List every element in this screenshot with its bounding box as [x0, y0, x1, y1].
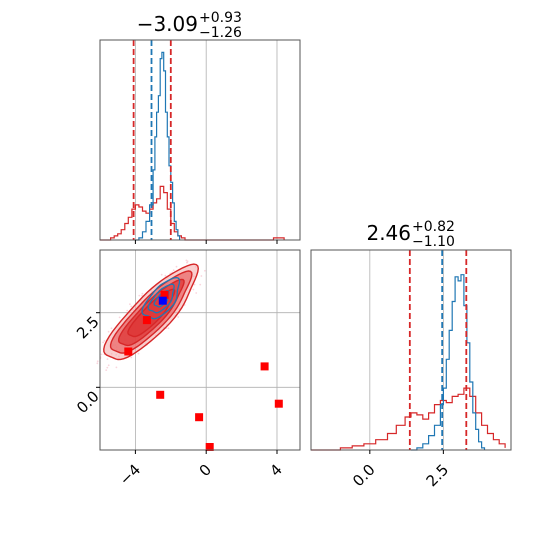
sample-dot	[110, 327, 113, 330]
y-tick-label: 2.5	[73, 313, 103, 343]
sample-dot	[204, 269, 206, 272]
title-param1-median: −3.09	[137, 12, 198, 36]
sample-dot	[200, 275, 203, 277]
red-marker	[160, 290, 169, 299]
sample-dot	[185, 259, 188, 262]
hist-panel-param2: 0.0 2.5	[310, 249, 512, 491]
blue-contour	[141, 276, 181, 320]
sample-dot	[130, 305, 133, 308]
sample-dot	[96, 362, 99, 365]
sample-dot	[141, 294, 143, 297]
hist-panel-param1	[99, 39, 301, 244]
red-marker	[156, 390, 165, 399]
sample-dot	[137, 352, 140, 355]
sample-dot	[105, 369, 108, 371]
sample-dot	[186, 261, 188, 264]
sample-dot	[126, 309, 129, 312]
sample-dot	[175, 265, 178, 268]
x-tick-label: 4	[266, 461, 285, 480]
sample-dot	[115, 366, 118, 369]
sample-dot	[172, 269, 175, 272]
y-tick-label: 0.0	[73, 387, 103, 417]
title-param2-median: 2.46	[366, 221, 411, 245]
title-param1-minus: −1.26	[199, 25, 242, 41]
axes-frame	[99, 249, 301, 451]
sample-dot	[167, 327, 170, 330]
red-marker	[205, 443, 214, 451]
sample-dot	[102, 341, 104, 344]
red-marker	[142, 316, 151, 325]
red-histogram	[311, 387, 506, 451]
title-param2: 2.46	[366, 221, 411, 245]
sample-dot	[195, 292, 198, 294]
sample-dot	[192, 288, 195, 291]
sample-dot	[186, 261, 189, 264]
blue-contour	[147, 283, 175, 314]
red-marker	[260, 362, 269, 371]
title-param1: −3.09	[137, 12, 198, 36]
axes-frame	[310, 249, 512, 451]
red-marker	[124, 347, 133, 356]
sample-dot	[106, 366, 109, 369]
axes-frame	[99, 39, 301, 241]
x-tick-label: 0.0	[349, 461, 379, 491]
blue-histogram	[135, 51, 181, 241]
blue-histogram	[411, 274, 486, 451]
sample-dot	[96, 360, 99, 363]
sample-dot	[107, 330, 110, 333]
title-param1-plus: +0.93	[199, 10, 242, 26]
x-tick-label: 0	[196, 461, 215, 480]
sample-dot	[186, 260, 189, 263]
sample-dot	[100, 353, 103, 356]
sample-dot	[177, 316, 180, 318]
sample-dot	[118, 316, 121, 319]
joint-panel: −4 0 4 0.0 2.5	[73, 249, 301, 489]
sample-dot	[129, 303, 131, 306]
x-tick-label: −4	[116, 461, 144, 489]
red-histogram	[100, 185, 285, 241]
sample-dot	[160, 273, 163, 276]
sample-dot	[103, 339, 106, 342]
sample-dot	[130, 356, 133, 359]
x-tick-label: 2.5	[423, 461, 453, 491]
sample-dot	[141, 292, 144, 295]
title-param2-plus: +0.82	[412, 219, 455, 235]
sample-dot	[193, 283, 196, 286]
title-param2-minus: −1.10	[412, 234, 455, 250]
red-marker	[274, 399, 283, 408]
sample-dot	[138, 294, 141, 297]
red-marker	[195, 413, 204, 422]
blue-marker	[158, 296, 167, 305]
sample-dot	[107, 364, 110, 367]
sample-dot	[199, 283, 202, 286]
sample-dot	[164, 274, 167, 277]
sample-dot	[106, 358, 109, 360]
